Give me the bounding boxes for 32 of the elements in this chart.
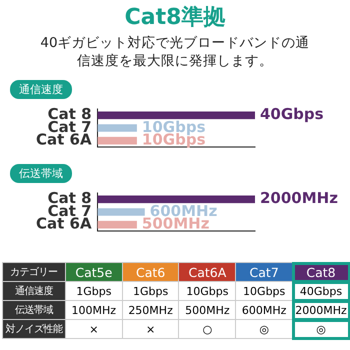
text: 10Gbps <box>186 284 228 298</box>
text: ◎ <box>259 322 269 336</box>
text: 通信速度 <box>10 80 72 99</box>
category-label: Cat6A <box>178 262 236 282</box>
category-label: Cat5e <box>65 262 122 282</box>
category-label: Cat7 <box>236 262 293 282</box>
text: 1Gbps <box>76 284 112 298</box>
data-label: 500MHz <box>142 214 210 233</box>
text: 600MHz <box>242 304 286 316</box>
text: 1Gbps <box>132 284 168 298</box>
category-label: 通信速度 <box>14 286 53 296</box>
text: 100MHz <box>72 304 116 316</box>
data-label: 2000MHz <box>260 189 338 208</box>
category-label: Cat6 <box>122 262 179 282</box>
data-label: 10Gbps <box>142 118 206 136</box>
text: 伝送帯域 <box>10 164 72 183</box>
chart-title: Cat8準拠 <box>124 4 226 32</box>
category-label: 対ノイズ性能 <box>5 324 62 334</box>
text: 500MHz <box>185 304 230 316</box>
category-label: 伝送帯域 <box>14 304 53 316</box>
text: 250MHz <box>128 304 173 316</box>
text: 10Gbps <box>243 284 286 298</box>
text: × <box>89 322 98 336</box>
text: ◎ <box>316 322 326 336</box>
text: ○ <box>202 322 212 336</box>
text: 40Gbps <box>300 284 342 298</box>
data-label: 40Gbps <box>260 105 324 124</box>
text: 2000MHz <box>295 304 347 316</box>
text: × <box>146 322 156 336</box>
category-label: Cat8 <box>292 262 350 282</box>
text: カテゴリー <box>2 262 66 282</box>
chart-subtitle: 40ギガビット対応で光ブロードバンドの通信速度を最大限に発揮します。 <box>40 34 310 70</box>
